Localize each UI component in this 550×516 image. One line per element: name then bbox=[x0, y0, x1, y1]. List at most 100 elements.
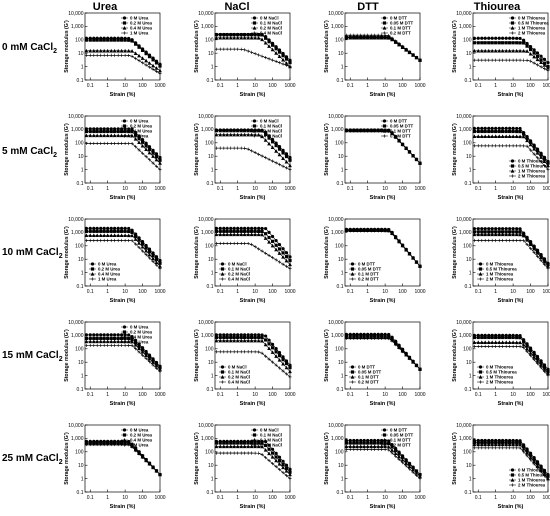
legend-label: 0 M DTT bbox=[390, 119, 407, 124]
data-point bbox=[490, 232, 495, 237]
data-point bbox=[508, 446, 512, 450]
x-tick-label: 0.1 bbox=[217, 186, 224, 192]
series-line bbox=[86, 228, 161, 261]
series-line bbox=[346, 334, 421, 370]
data-point bbox=[284, 154, 289, 159]
legend-label: 0.4 M NaCl bbox=[260, 134, 282, 139]
data-point bbox=[154, 469, 159, 473]
data-point bbox=[397, 240, 401, 244]
legend-label: 0 M Thiourea bbox=[486, 262, 514, 267]
data-point bbox=[504, 442, 509, 447]
data-point bbox=[348, 35, 353, 40]
plot-frame bbox=[344, 115, 421, 184]
data-point bbox=[91, 133, 96, 138]
data-point bbox=[249, 444, 254, 449]
series-line bbox=[216, 243, 291, 269]
data-point bbox=[267, 447, 271, 451]
data-point bbox=[518, 58, 522, 62]
data-point bbox=[112, 48, 117, 53]
data-point bbox=[546, 474, 550, 478]
data-point bbox=[84, 133, 89, 138]
data-point bbox=[404, 47, 408, 51]
data-point bbox=[497, 344, 501, 349]
legend-label: 0.2 M DTT bbox=[358, 277, 379, 282]
data-point bbox=[288, 477, 292, 481]
series bbox=[214, 47, 292, 69]
data-point bbox=[542, 164, 547, 168]
plot-frame bbox=[472, 321, 549, 390]
legend-marker bbox=[382, 433, 387, 437]
data-point bbox=[407, 462, 412, 466]
data-point bbox=[137, 350, 141, 354]
x-tick-label: 1 bbox=[236, 495, 239, 501]
data-point bbox=[88, 333, 92, 337]
y-axis-label: Storage modulus (G') bbox=[64, 20, 70, 73]
series bbox=[472, 238, 550, 271]
data-point bbox=[222, 226, 226, 230]
y-tick-label: 100 bbox=[75, 141, 84, 147]
data-point bbox=[539, 363, 543, 367]
data-point bbox=[236, 226, 240, 230]
data-point bbox=[528, 455, 533, 459]
data-point bbox=[394, 454, 398, 458]
series-line bbox=[474, 442, 549, 477]
data-point bbox=[277, 145, 282, 149]
data-point bbox=[400, 455, 405, 459]
data-point bbox=[383, 444, 388, 449]
series bbox=[472, 134, 550, 168]
data-point bbox=[472, 48, 477, 53]
legend-label: 1 M Urea bbox=[98, 277, 117, 282]
data-point bbox=[387, 441, 391, 446]
legend-label: 0.2 M Urea bbox=[98, 267, 121, 272]
data-point bbox=[288, 262, 292, 267]
series bbox=[344, 441, 422, 477]
data-point bbox=[366, 438, 370, 443]
data-point bbox=[102, 233, 107, 237]
data-point bbox=[472, 41, 476, 45]
data-point bbox=[535, 57, 540, 62]
data-point bbox=[486, 340, 491, 345]
data-point bbox=[288, 467, 292, 471]
data-point bbox=[123, 226, 127, 231]
data-point bbox=[127, 333, 131, 337]
data-point bbox=[525, 344, 529, 348]
y-tick-label: 10 bbox=[338, 463, 344, 469]
x-tick-label: 1 bbox=[366, 495, 369, 501]
data-point bbox=[546, 264, 550, 268]
y-tick-label: 100 bbox=[463, 244, 472, 250]
data-point bbox=[154, 260, 159, 264]
data-point bbox=[472, 232, 477, 237]
series bbox=[214, 338, 292, 374]
legend-label: 0 M NaCl bbox=[228, 365, 247, 370]
data-point bbox=[246, 147, 250, 151]
legend-label: 0 M NaCl bbox=[260, 428, 279, 433]
data-point bbox=[539, 361, 543, 365]
data-point bbox=[487, 144, 491, 148]
data-point bbox=[525, 44, 529, 48]
data-point bbox=[113, 38, 117, 42]
data-point bbox=[140, 48, 145, 52]
data-point bbox=[140, 56, 145, 60]
data-point bbox=[239, 232, 244, 237]
y-tick-label: 1 bbox=[211, 476, 214, 482]
data-point bbox=[522, 340, 526, 344]
data-point bbox=[236, 146, 240, 150]
data-point bbox=[250, 350, 254, 354]
data-point bbox=[218, 35, 223, 40]
data-point bbox=[236, 129, 240, 133]
data-point bbox=[351, 35, 356, 40]
data-point bbox=[281, 57, 285, 62]
data-point bbox=[500, 232, 505, 237]
data-point bbox=[239, 350, 243, 354]
legend-label: 2 M Thiourea bbox=[518, 174, 546, 179]
series bbox=[214, 232, 292, 267]
data-point bbox=[120, 336, 124, 340]
data-point bbox=[418, 264, 422, 268]
y-tick-label: 10,000 bbox=[328, 11, 344, 17]
data-point bbox=[232, 33, 236, 37]
series bbox=[214, 229, 292, 263]
